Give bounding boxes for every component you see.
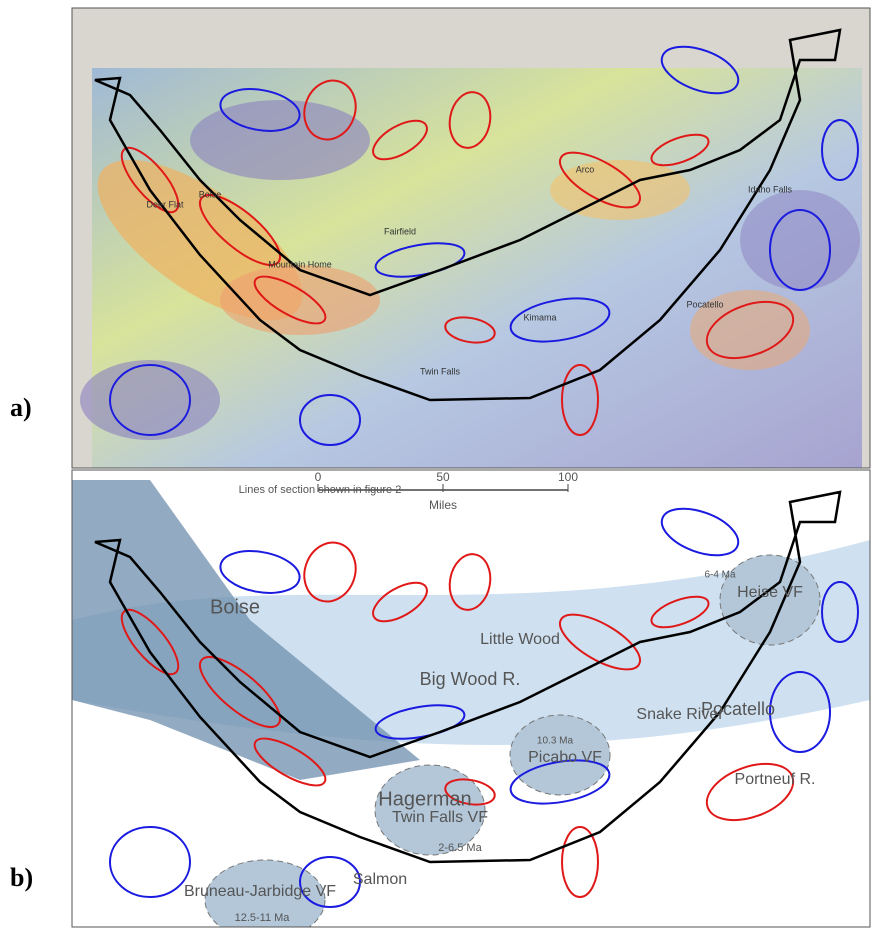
- map-label: Fairfield: [384, 226, 416, 236]
- map-label: Portneuf R.: [735, 771, 816, 788]
- map-label: Idaho Falls: [748, 184, 793, 194]
- figure: a) Boise Deer Flat Fairfield Mountain Home Tw…: [0, 0, 876, 932]
- scale-label: 100: [558, 470, 578, 484]
- map-label: Boise: [210, 596, 260, 618]
- map-label: Bruneau-Jarbidge VF: [184, 883, 336, 900]
- map-label: Little Wood: [480, 631, 560, 648]
- scale-unit: Miles: [429, 498, 457, 512]
- map-label: Salmon: [353, 871, 407, 888]
- map-label: Big Wood R.: [420, 669, 521, 689]
- map-label: Arco: [576, 164, 595, 174]
- map-label: Kimama: [523, 312, 556, 322]
- map-label: 10.3 Ma: [537, 736, 574, 747]
- map-label: 6-4 Ma: [704, 570, 736, 581]
- map-label: Pocatello: [686, 299, 723, 309]
- map-label: 12.5-11 Ma: [235, 912, 291, 924]
- map-label: 2-6.5 Ma: [438, 842, 482, 854]
- map-label: Picabo VF: [528, 749, 602, 766]
- map-label: Pocatello: [701, 699, 775, 719]
- map-label: Mountain Home: [268, 259, 332, 269]
- panel-tag: b): [10, 863, 33, 892]
- map-label: Hagerman: [378, 788, 471, 810]
- map-label: Twin Falls VF: [392, 809, 488, 826]
- scale-label: 0: [315, 470, 322, 484]
- map-label: Lines of section shown in figure 2: [239, 484, 402, 496]
- panel-tag: a): [10, 393, 32, 422]
- panel-a: [72, 8, 870, 468]
- map-label: Boise: [199, 189, 222, 199]
- map-label: Heise VF: [737, 584, 803, 601]
- scale-label: 50: [436, 470, 450, 484]
- map-label: Twin Falls: [420, 366, 461, 376]
- map-label: Deer Flat: [146, 199, 184, 209]
